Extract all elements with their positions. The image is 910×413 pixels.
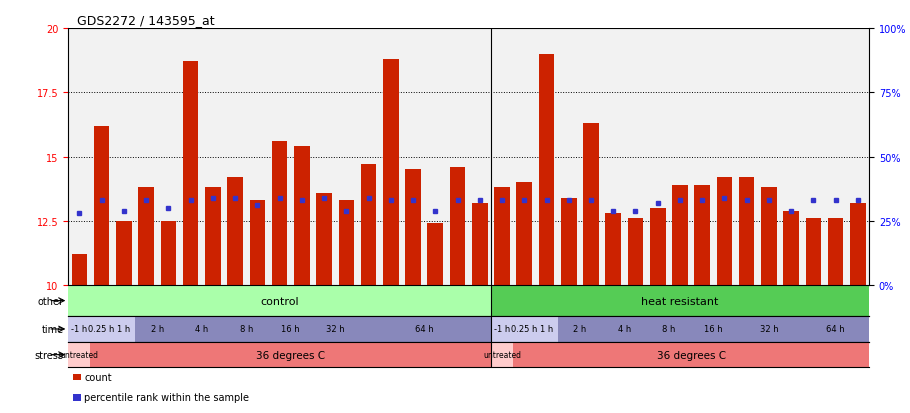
- Text: 0.25 h: 0.25 h: [88, 325, 115, 334]
- Bar: [805, 219, 821, 285]
- Text: other: other: [37, 296, 64, 306]
- Bar: [450, 167, 465, 285]
- Bar: [268, 316, 313, 342]
- Bar: [672, 185, 688, 285]
- Bar: [68, 316, 90, 342]
- Bar: [561, 198, 577, 285]
- Bar: [383, 60, 399, 285]
- Bar: [628, 219, 643, 285]
- Bar: [694, 185, 710, 285]
- Bar: [717, 178, 733, 285]
- Bar: [513, 316, 535, 342]
- Text: 1 h: 1 h: [540, 325, 553, 334]
- Text: 4 h: 4 h: [618, 325, 631, 334]
- Bar: [360, 165, 377, 285]
- Text: count: count: [85, 372, 112, 382]
- Bar: [472, 203, 488, 285]
- Bar: [294, 147, 309, 285]
- Bar: [490, 316, 513, 342]
- Bar: [160, 221, 177, 285]
- Bar: [539, 55, 554, 285]
- Bar: [803, 316, 869, 342]
- Bar: [249, 201, 265, 285]
- Text: 2 h: 2 h: [573, 325, 587, 334]
- Bar: [517, 183, 532, 285]
- Bar: [784, 211, 799, 285]
- Bar: [691, 316, 735, 342]
- Text: GDS2272 / 143595_at: GDS2272 / 143595_at: [77, 14, 215, 27]
- Text: untreated: untreated: [60, 350, 98, 359]
- Bar: [358, 316, 490, 342]
- Text: 8 h: 8 h: [239, 325, 253, 334]
- Text: 16 h: 16 h: [281, 325, 300, 334]
- Bar: [739, 178, 754, 285]
- Text: untreated: untreated: [483, 350, 521, 359]
- Bar: [828, 219, 844, 285]
- Text: 16 h: 16 h: [704, 325, 723, 334]
- Text: -1 h: -1 h: [494, 325, 511, 334]
- Bar: [224, 316, 268, 342]
- Text: heat resistant: heat resistant: [642, 296, 719, 306]
- Text: 8 h: 8 h: [662, 325, 675, 334]
- Bar: [850, 203, 865, 285]
- Bar: [490, 285, 869, 316]
- Bar: [113, 316, 135, 342]
- Text: 64 h: 64 h: [826, 325, 845, 334]
- Bar: [94, 126, 109, 285]
- Text: 64 h: 64 h: [415, 325, 433, 334]
- Text: 1 h: 1 h: [117, 325, 130, 334]
- Bar: [490, 342, 513, 368]
- Text: 2 h: 2 h: [150, 325, 164, 334]
- Bar: [116, 221, 132, 285]
- Bar: [272, 142, 288, 285]
- Text: stress: stress: [35, 350, 64, 360]
- Bar: [494, 188, 510, 285]
- Bar: [558, 316, 602, 342]
- Text: 32 h: 32 h: [760, 325, 778, 334]
- Bar: [428, 224, 443, 285]
- Text: control: control: [260, 296, 298, 306]
- Bar: [317, 193, 332, 285]
- Bar: [583, 124, 599, 285]
- Text: 0.25 h: 0.25 h: [511, 325, 538, 334]
- Text: 36 degrees C: 36 degrees C: [256, 350, 325, 360]
- Bar: [68, 285, 490, 316]
- Bar: [183, 62, 198, 285]
- Bar: [179, 316, 224, 342]
- Bar: [68, 342, 90, 368]
- Text: 32 h: 32 h: [326, 325, 345, 334]
- Bar: [513, 342, 869, 368]
- Bar: [761, 188, 777, 285]
- Bar: [535, 316, 558, 342]
- Bar: [90, 342, 490, 368]
- Bar: [339, 201, 354, 285]
- Bar: [405, 170, 420, 285]
- Text: percentile rank within the sample: percentile rank within the sample: [85, 392, 249, 402]
- Bar: [650, 209, 665, 285]
- Bar: [90, 316, 113, 342]
- Bar: [602, 316, 647, 342]
- Text: time: time: [42, 324, 64, 334]
- Bar: [135, 316, 179, 342]
- Text: 4 h: 4 h: [195, 325, 208, 334]
- Bar: [735, 316, 803, 342]
- Text: -1 h: -1 h: [71, 325, 87, 334]
- Bar: [605, 214, 621, 285]
- Bar: [228, 178, 243, 285]
- Bar: [138, 188, 154, 285]
- Bar: [205, 188, 220, 285]
- Bar: [313, 316, 358, 342]
- Bar: [647, 316, 691, 342]
- Bar: [72, 254, 87, 285]
- Text: 36 degrees C: 36 degrees C: [656, 350, 725, 360]
